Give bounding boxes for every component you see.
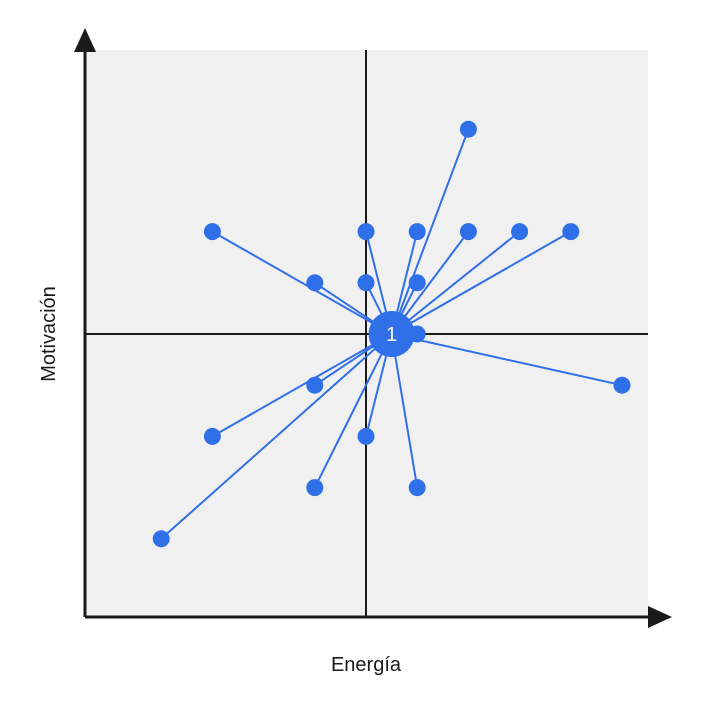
data-point[interactable] bbox=[203, 223, 221, 241]
data-point[interactable] bbox=[408, 223, 426, 241]
y-axis-title: Motivación bbox=[38, 286, 60, 382]
data-point[interactable] bbox=[306, 479, 324, 497]
data-point[interactable] bbox=[152, 530, 170, 548]
link-line bbox=[390, 128, 470, 335]
data-point[interactable] bbox=[408, 479, 426, 497]
data-point[interactable] bbox=[408, 274, 426, 292]
link-line bbox=[211, 230, 393, 335]
y-axis-arrow-icon bbox=[74, 28, 96, 52]
center-label: 1 bbox=[386, 324, 397, 346]
data-point[interactable] bbox=[306, 274, 324, 292]
center-point[interactable] bbox=[368, 311, 415, 357]
link-line bbox=[391, 333, 623, 387]
x-axis-title: Energía bbox=[331, 654, 402, 676]
data-points bbox=[152, 120, 631, 548]
link-line bbox=[390, 333, 419, 488]
data-point[interactable] bbox=[203, 427, 221, 445]
data-point[interactable] bbox=[357, 427, 375, 445]
data-point[interactable] bbox=[459, 223, 477, 241]
data-point[interactable] bbox=[306, 376, 324, 394]
data-point[interactable] bbox=[459, 120, 477, 138]
link-line bbox=[313, 333, 393, 489]
link-line bbox=[391, 230, 572, 335]
link-line bbox=[160, 333, 393, 540]
data-point[interactable] bbox=[562, 223, 580, 241]
data-point[interactable] bbox=[357, 274, 375, 292]
link-line bbox=[390, 230, 521, 335]
data-point[interactable] bbox=[511, 223, 529, 241]
link-line bbox=[211, 333, 393, 438]
data-point[interactable] bbox=[613, 376, 631, 394]
data-point[interactable] bbox=[357, 223, 375, 241]
x-axis-arrow-icon bbox=[648, 606, 672, 628]
center-node: 1 bbox=[368, 311, 415, 357]
